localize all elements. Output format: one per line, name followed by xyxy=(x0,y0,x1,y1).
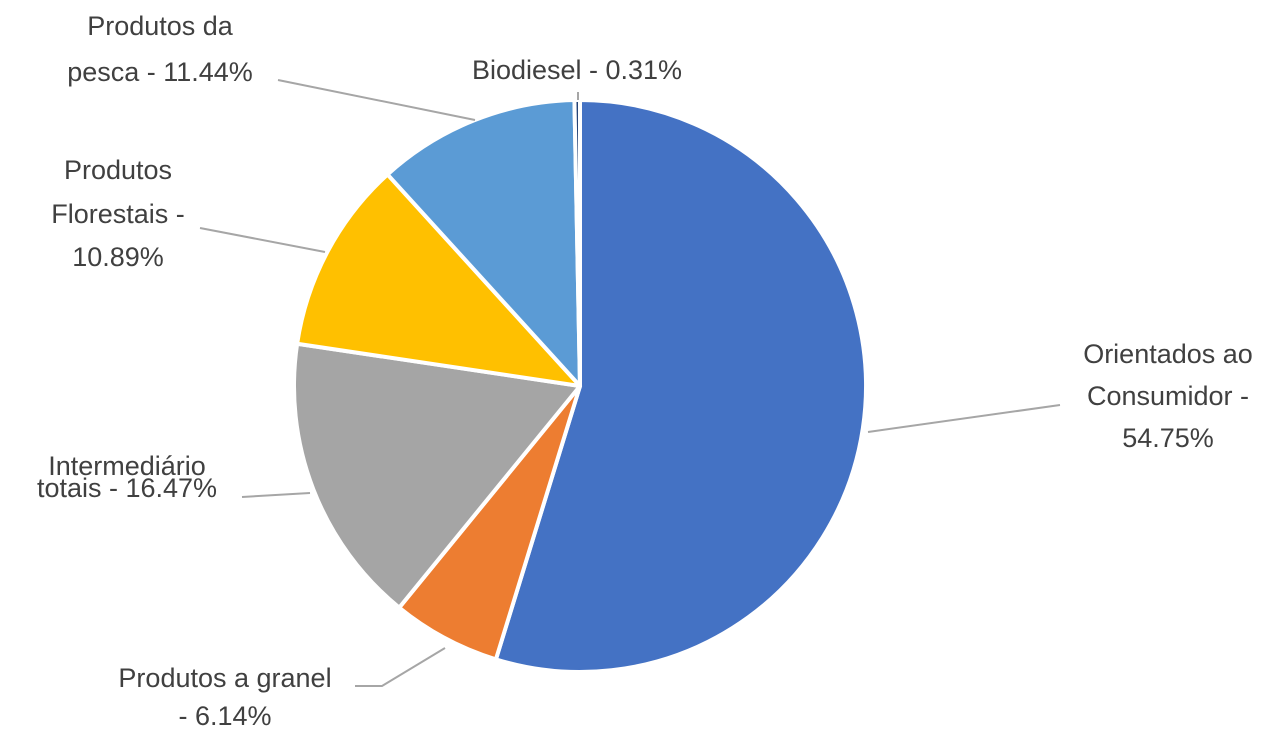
data-label: Produtos a granel xyxy=(118,663,331,693)
data-label: Produtos da xyxy=(87,11,234,41)
data-label: Intermediário xyxy=(48,451,206,481)
leader-line xyxy=(867,404,1061,433)
data-label: Consumidor - xyxy=(1087,381,1249,411)
data-label: Biodiesel - 0.31% xyxy=(472,55,682,85)
data-label: Produtos xyxy=(64,155,172,185)
data-label: pesca - 11.44% xyxy=(67,57,253,87)
pie-slice xyxy=(295,172,582,388)
data-label: Florestais - xyxy=(51,199,185,229)
leader-line xyxy=(355,647,446,687)
pie-slice xyxy=(572,97,582,388)
data-label: - 6.14% xyxy=(178,701,271,731)
pie-slice xyxy=(292,341,582,610)
leader-line xyxy=(277,79,476,121)
leader-line xyxy=(199,227,326,253)
data-label: 10.89% xyxy=(72,242,164,272)
data-label: totais - 16.47% xyxy=(37,473,217,503)
data-label: 54.75% xyxy=(1122,423,1214,453)
data-label: Orientados ao xyxy=(1083,339,1253,369)
leader-line xyxy=(241,492,311,498)
pie-slice xyxy=(493,98,868,674)
